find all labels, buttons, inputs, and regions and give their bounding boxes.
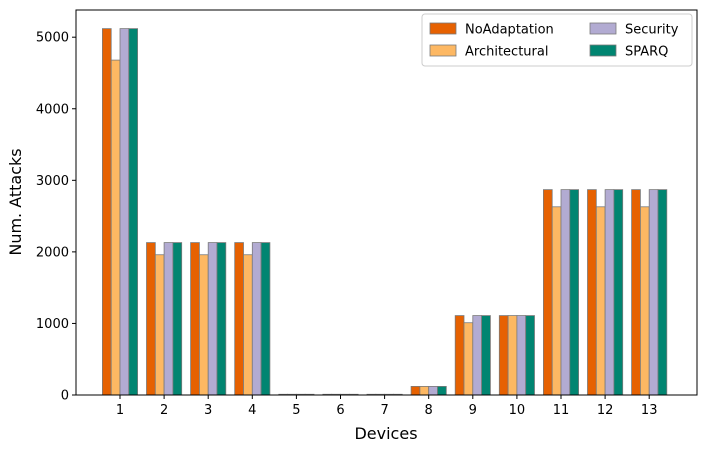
bar-noadaptation-11 [543,189,553,396]
bar-security-1 [119,28,130,396]
bar-sparq-10 [525,315,535,396]
plot-frame [75,9,698,396]
y-tick-label: 4000 [36,102,69,117]
y-tick-label: 1000 [36,317,69,332]
bar-sparq-4 [260,242,271,396]
bar-security-8 [428,386,438,396]
bar-noadaptation-2 [146,242,156,396]
y-axis-label: Num. Attacks [6,148,25,255]
x-axis: 1 2 3 4 5 6 7 8 9 10 11 12 13 [116,395,658,418]
legend-label-noadaptation: NoAdaptation [465,23,554,38]
bar-noadaptation-1 [102,28,112,396]
bar-noadaptation-3 [190,242,200,396]
bar-security-11 [560,189,571,396]
legend-label-architectural: Architectural [465,45,548,60]
x-tick-label: 5 [292,403,300,418]
bar-security-12 [604,189,615,396]
y-tick-label: 5000 [36,31,69,46]
bar-architectural-1 [110,59,121,396]
bar-sparq-1 [128,28,139,396]
x-tick-label: 1 [116,403,124,418]
x-tick-label: 8 [425,403,433,418]
bar-sparq-13 [657,189,668,396]
bar-architectural-2 [154,254,165,396]
x-tick-label: 7 [380,403,388,418]
bar-architectural-9 [463,322,474,396]
bar-noadaptation-12 [587,189,597,396]
x-tick-label: 13 [641,403,658,418]
bar-security-4 [251,242,262,396]
bar-sparq-3 [216,242,227,396]
x-axis-label: Devices [354,424,417,443]
bar-security-9 [472,315,482,396]
bar-architectural-4 [243,254,253,396]
bar-noadaptation-9 [454,315,465,396]
x-tick-label: 10 [509,403,526,418]
y-axis: 0 1000 2000 3000 4000 5000 [36,31,76,404]
bar-architectural-8 [419,386,430,396]
x-tick-label: 2 [160,403,168,418]
bar-architectural-10 [507,315,518,396]
x-tick-label: 9 [469,403,477,418]
bar-noadaptation-13 [631,189,641,396]
bar-security-3 [207,242,218,396]
bar-noadaptation-4 [234,242,244,396]
legend-swatch-sparq [589,44,617,57]
x-tick-label: 3 [204,403,212,418]
x-tick-label: 12 [597,403,614,418]
x-tick-label: 11 [553,403,570,418]
legend: NoAdaptation Architectural Security SPARQ [421,13,693,67]
legend-swatch-security [589,22,617,35]
legend-swatch-noadaptation [429,22,457,35]
bar-security-13 [648,189,659,396]
bar-noadaptation-10 [498,315,509,396]
bar-sparq-8 [437,386,447,396]
legend-label-sparq: SPARQ [625,45,668,60]
legend-swatch-architectural [429,44,457,57]
y-tick-label: 0 [61,389,69,404]
y-tick-label: 3000 [36,174,69,189]
legend-box [421,13,693,67]
bar-noadaptation-8 [410,386,421,396]
bars-layer [102,28,668,396]
x-tick-label: 4 [248,403,256,418]
bar-architectural-3 [198,254,209,396]
bar-security-10 [516,315,527,396]
bar-sparq-2 [172,242,183,396]
x-tick-label: 6 [336,403,344,418]
bar-sparq-11 [569,189,579,396]
bar-architectural-13 [640,206,650,396]
bar-architectural-11 [551,206,562,396]
bar-security-2 [163,242,174,396]
y-tick-label: 2000 [36,245,69,260]
bar-sparq-12 [613,189,624,396]
legend-label-security: Security [625,23,679,38]
bar-architectural-12 [595,206,606,396]
bar-sparq-9 [481,315,491,396]
